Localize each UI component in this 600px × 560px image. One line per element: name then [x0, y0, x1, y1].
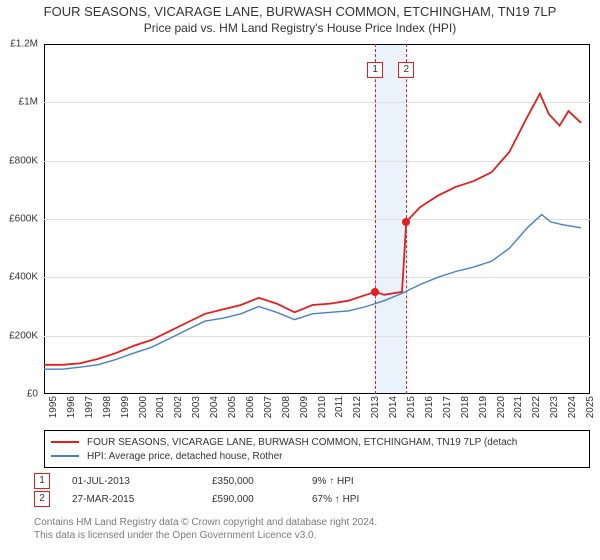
line-series	[44, 44, 590, 394]
y-tick-label: £200K	[9, 330, 38, 341]
x-tick-label: 1999	[120, 396, 131, 418]
sales-table: 1 01-JUL-2013 £350,000 9% ↑ HPI 2 27-MAR…	[34, 472, 452, 508]
x-tick-label: 2012	[352, 396, 363, 418]
x-tick-label: 2002	[173, 396, 184, 418]
x-tick-label: 2025	[585, 396, 596, 418]
legend-label-hpi: HPI: Average price, detached house, Roth…	[87, 451, 283, 462]
x-tick-label: 2014	[388, 396, 399, 418]
sales-row-2: 2 27-MAR-2015 £590,000 67% ↑ HPI	[34, 490, 452, 508]
y-tick-label: £1M	[19, 97, 38, 108]
legend-label-property: FOUR SEASONS, VICARAGE LANE, BURWASH COM…	[87, 437, 517, 448]
sale-delta-1: 9% ↑ HPI	[312, 476, 452, 487]
legend: FOUR SEASONS, VICARAGE LANE, BURWASH COM…	[44, 430, 590, 468]
series-hpi	[44, 215, 581, 370]
x-tick-label: 2001	[155, 396, 166, 418]
sale-delta-2: 67% ↑ HPI	[312, 494, 452, 505]
y-tick-label: £400K	[9, 272, 38, 283]
y-tick-label: £0	[27, 389, 38, 400]
sale-dot-2	[402, 218, 410, 226]
chart-area: £0£200K£400K£600K£800K£1M£1.2M 199519961…	[44, 44, 590, 394]
x-tick-label: 2010	[317, 396, 328, 418]
x-tick-label: 2011	[334, 396, 345, 418]
x-tick-label: 2021	[513, 396, 524, 418]
sale-marker-2: 2	[34, 491, 50, 507]
x-tick-label: 2007	[263, 396, 274, 418]
x-tick-label: 2018	[460, 396, 471, 418]
legend-swatch-property	[51, 441, 79, 443]
sale-dot-1	[371, 288, 379, 296]
y-tick-label: £1.2M	[10, 39, 38, 50]
x-tick-label: 2008	[281, 396, 292, 418]
sale-date-2: 27-MAR-2015	[72, 494, 212, 505]
footer-line-2: This data is licensed under the Open Gov…	[34, 529, 377, 542]
sale-marker-1: 1	[34, 473, 50, 489]
page-title: FOUR SEASONS, VICARAGE LANE, BURWASH COM…	[0, 0, 600, 19]
y-tick-label: £800K	[9, 155, 38, 166]
x-tick-label: 2009	[299, 396, 310, 418]
x-tick-label: 2020	[496, 396, 507, 418]
legend-swatch-hpi	[51, 455, 79, 457]
y-tick-label: £600K	[9, 214, 38, 225]
x-tick-label: 2017	[442, 396, 453, 418]
series-property	[44, 94, 581, 365]
x-tick-label: 2024	[567, 396, 578, 418]
sale-date-1: 01-JUL-2013	[72, 476, 212, 487]
x-tick-label: 2000	[138, 396, 149, 418]
sales-row-1: 1 01-JUL-2013 £350,000 9% ↑ HPI	[34, 472, 452, 490]
sale-price-2: £590,000	[212, 494, 312, 505]
footer-line-1: Contains HM Land Registry data © Crown c…	[34, 516, 377, 529]
x-tick-label: 2004	[209, 396, 220, 418]
x-tick-label: 2015	[406, 396, 417, 418]
x-tick-label: 2016	[424, 396, 435, 418]
x-tick-label: 2013	[370, 396, 381, 418]
legend-item-property: FOUR SEASONS, VICARAGE LANE, BURWASH COM…	[51, 435, 583, 449]
x-tick-label: 2019	[478, 396, 489, 418]
chart-sale-marker-2: 2	[398, 62, 414, 78]
sale-price-1: £350,000	[212, 476, 312, 487]
x-tick-label: 2023	[549, 396, 560, 418]
legend-item-hpi: HPI: Average price, detached house, Roth…	[51, 449, 583, 463]
footer: Contains HM Land Registry data © Crown c…	[34, 516, 377, 542]
page-subtitle: Price paid vs. HM Land Registry's House …	[0, 19, 600, 35]
x-tick-label: 1996	[66, 396, 77, 418]
x-tick-label: 1998	[102, 396, 113, 418]
page-root: FOUR SEASONS, VICARAGE LANE, BURWASH COM…	[0, 0, 600, 560]
x-tick-label: 2006	[245, 396, 256, 418]
chart-sale-marker-1: 1	[367, 62, 383, 78]
x-tick-label: 2022	[531, 396, 542, 418]
x-tick-label: 2003	[191, 396, 202, 418]
x-tick-label: 2005	[227, 396, 238, 418]
x-tick-label: 1997	[84, 396, 95, 418]
x-tick-label: 1995	[48, 396, 59, 418]
